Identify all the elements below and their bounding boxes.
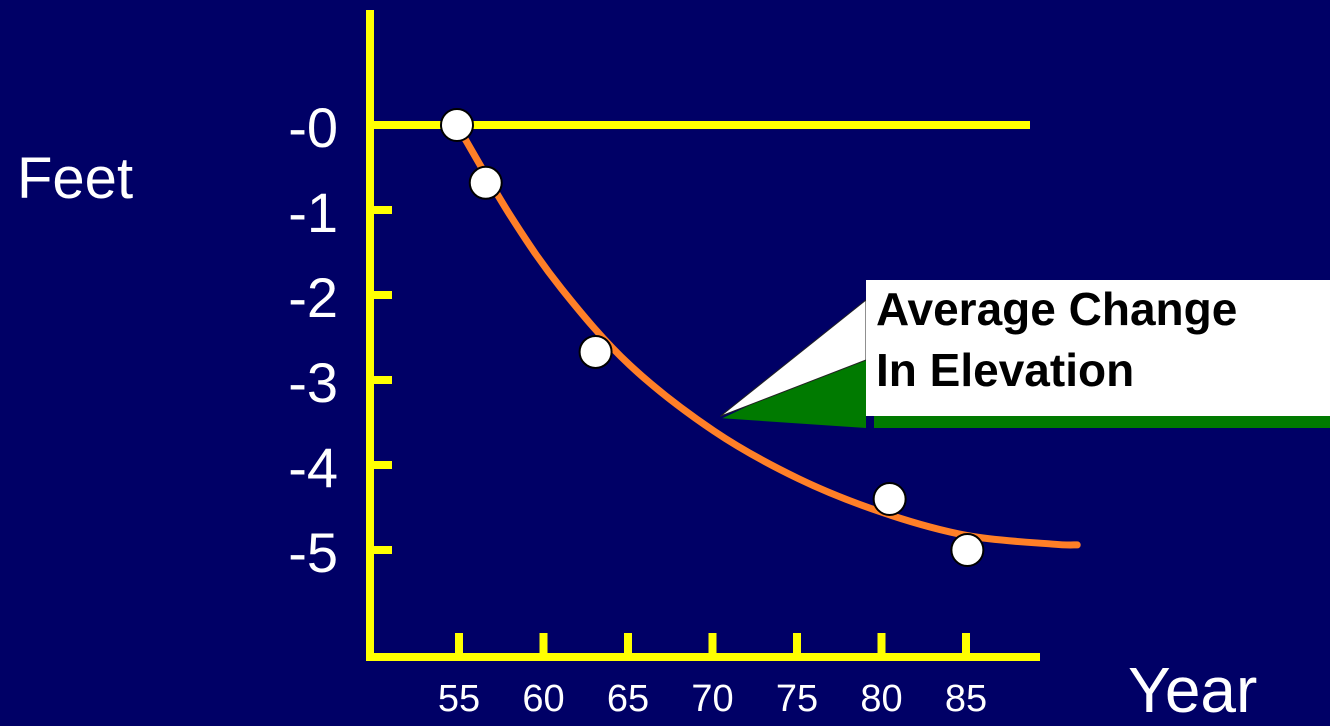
data-point [578, 334, 613, 369]
axes [366, 10, 1040, 661]
y-tick-label: -3 [288, 351, 338, 414]
y-tick-label: -0 [288, 96, 338, 159]
callout-line-1: Average Change [876, 283, 1237, 335]
x-tick-label: 80 [860, 678, 902, 720]
x-tick-label: 70 [691, 678, 733, 720]
x-tick-labels: 55 60 65 70 75 80 85 [438, 678, 987, 720]
y-tick-labels: -0 -1 -2 -3 -4 -5 [288, 96, 338, 584]
x-axis-title: Year [1128, 654, 1257, 726]
data-points [440, 108, 985, 567]
y-tick-label: -4 [288, 436, 338, 499]
x-tick-label: 65 [607, 678, 649, 720]
y-tick-label: -5 [288, 521, 338, 584]
y-tick-label: -2 [288, 266, 338, 329]
data-point [950, 533, 985, 567]
data-point [440, 108, 474, 142]
x-tick-label: 60 [522, 678, 564, 720]
callout-line-2: In Elevation [876, 344, 1134, 396]
trend-curve [453, 121, 1081, 549]
trend-curve-layer [453, 121, 1081, 549]
y-axis-title: Feet [17, 146, 133, 211]
x-tick-label: 75 [776, 678, 818, 720]
callout-box [866, 280, 1330, 416]
y-tick-label: -1 [288, 181, 338, 244]
x-tick-label: 85 [945, 678, 987, 720]
data-point [872, 482, 907, 516]
data-point [468, 165, 503, 200]
callout-group: Average Change In Elevation [720, 280, 1330, 428]
x-tick-label: 55 [438, 678, 480, 720]
